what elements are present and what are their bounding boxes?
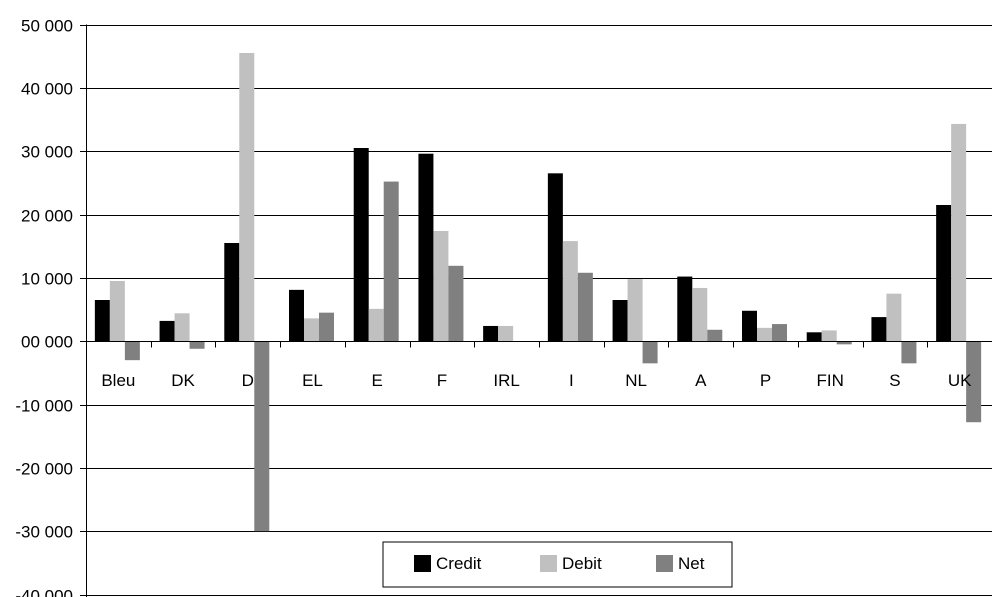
x-category-label: IRL [493, 371, 519, 390]
legend-label-net: Net [678, 554, 705, 573]
y-tick-label: -30 000 [15, 523, 73, 542]
x-category-label: S [889, 371, 900, 390]
y-tick-label: -20 000 [15, 460, 73, 479]
bar-debit-p [757, 327, 772, 342]
x-category-label: UK [948, 371, 972, 390]
bar-debit-i [562, 241, 578, 342]
y-tick-label: 20 000 [21, 207, 73, 226]
bar-credit-e [353, 148, 369, 342]
x-category-label: E [372, 371, 383, 390]
legend-label-credit: Credit [436, 554, 482, 573]
bar-credit-f [418, 153, 434, 342]
bar-net-i [577, 272, 593, 342]
x-category-label: DK [171, 371, 195, 390]
y-tick-label: 50 000 [21, 17, 73, 36]
y-tick-label: -10 000 [15, 397, 73, 416]
x-category-label: P [760, 371, 771, 390]
bar-net-el [319, 312, 334, 342]
legend-box [382, 541, 733, 588]
bar-debit-dk [174, 313, 190, 342]
bar-net-a [707, 329, 723, 342]
bar-debit-s [886, 293, 902, 342]
y-tick-label: 30 000 [21, 143, 73, 162]
bar-credit-i [547, 173, 563, 342]
bar-net-f [448, 265, 464, 342]
bar-credit-fin [806, 332, 822, 342]
legend-swatch-net [656, 555, 673, 572]
bar-net-bleu [124, 341, 140, 361]
bar-net-nl [642, 341, 658, 364]
axes [80, 24, 992, 597]
gridlines [86, 25, 992, 596]
bars [94, 53, 982, 532]
bar-credit-uk [936, 205, 952, 342]
labels: -40 000 -30 000 -20 000 -10 000 00 000 10 000… [15, 17, 972, 597]
x-category-label: F [437, 371, 447, 390]
legend-swatch-debit [540, 555, 557, 572]
x-category-label: I [569, 371, 574, 390]
bar-net-e [383, 181, 399, 342]
bar-debit-bleu [109, 281, 125, 342]
bar-debit-fin [821, 330, 837, 342]
x-category-label: NL [625, 371, 647, 390]
bar-net-uk [966, 341, 982, 423]
legend-swatch-credit [414, 555, 431, 572]
bar-net-s [901, 341, 917, 364]
x-category-label: FIN [817, 371, 844, 390]
y-tick-label: 40 000 [21, 80, 73, 99]
bar-debit-f [433, 230, 449, 342]
bar-credit-p [742, 310, 757, 342]
bar-debit-d [239, 53, 255, 342]
bar-net-fin [836, 341, 852, 345]
bar-debit-el [304, 318, 319, 342]
bar-net-dk [189, 341, 205, 349]
x-category-label: D [242, 371, 254, 390]
legend: Credit Debit Net [382, 541, 733, 588]
y-tick-label: 10 000 [21, 270, 73, 289]
bar-credit-irl [483, 325, 499, 342]
bar-debit-uk [951, 123, 967, 342]
bar-credit-dk [159, 320, 175, 342]
bar-credit-el [289, 289, 304, 342]
y-tick-label: -40 000 [15, 587, 73, 597]
bar-debit-irl [498, 325, 514, 342]
bar-net-p [772, 324, 787, 342]
x-category-label: Bleu [101, 371, 135, 390]
y-tick-label: 00 000 [21, 333, 73, 352]
bar-credit-a [677, 276, 693, 342]
bar-debit-e [368, 308, 384, 342]
bar-debit-a [692, 287, 708, 342]
bar-debit-nl [627, 279, 643, 342]
legend-label-debit: Debit [562, 554, 602, 573]
bar-net-d [254, 341, 270, 532]
bar-credit-s [871, 317, 887, 342]
bar-credit-d [224, 243, 240, 342]
bar-credit-nl [612, 300, 628, 342]
x-category-label: EL [302, 371, 323, 390]
bar-credit-bleu [94, 300, 110, 342]
x-category-label: A [695, 371, 707, 390]
